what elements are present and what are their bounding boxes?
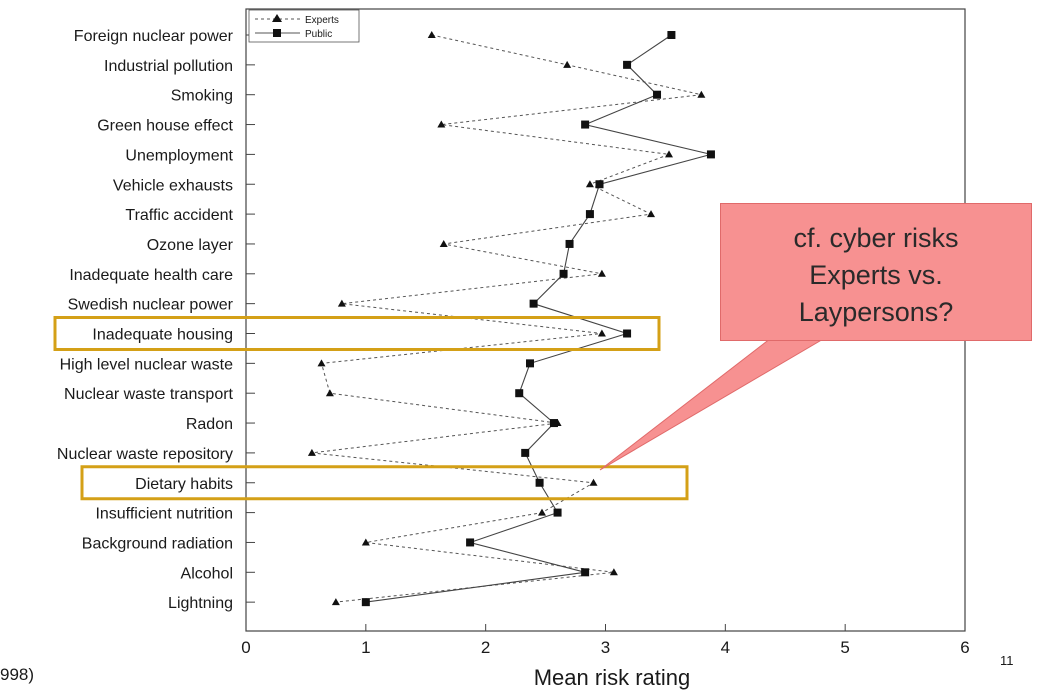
- point-public: [361, 598, 370, 607]
- point-public: [667, 31, 676, 39]
- point-public: [549, 419, 558, 428]
- category-axis-ticks: [246, 34, 255, 603]
- point-public: [515, 389, 524, 398]
- point-public: [466, 538, 475, 547]
- callout-box: cf. cyber risks Experts vs. Laypersons?: [720, 203, 1032, 341]
- point-public: [623, 329, 632, 338]
- category-label-traffic-accident: Traffic accident: [125, 207, 233, 224]
- point-experts: [647, 210, 656, 218]
- point-public: [653, 90, 662, 99]
- point-experts: [427, 31, 436, 38]
- category-label-high-level-nuclear-waste: High level nuclear waste: [60, 356, 234, 373]
- category-label-alcohol: Alcohol: [181, 565, 233, 582]
- x-tick-label: 6: [960, 638, 969, 657]
- point-experts: [337, 299, 346, 307]
- point-public: [706, 150, 715, 159]
- category-label-ozone-layer: Ozone layer: [147, 237, 234, 254]
- point-experts: [307, 448, 316, 456]
- point-experts: [609, 568, 618, 576]
- point-public: [553, 508, 562, 517]
- point-experts: [361, 538, 370, 546]
- x-tick-label: 4: [721, 638, 730, 657]
- category-label-inadequate-health-care: Inadequate health care: [69, 267, 233, 284]
- point-experts: [589, 478, 598, 486]
- x-tick-label: 0: [241, 638, 250, 657]
- x-tick-labels: 0 1 2 3 4 5 6: [241, 638, 969, 657]
- category-labels: Foreign nuclear power Industrial pollutio…: [57, 28, 234, 612]
- point-public: [521, 448, 530, 457]
- category-label-smoking: Smoking: [171, 88, 233, 105]
- callout-line-3: Laypersons?: [798, 297, 954, 327]
- highlight-box-dietary-habits: [80, 465, 689, 501]
- series-line-experts: [311, 34, 702, 603]
- category-label-dietary-habits: Dietary habits: [135, 476, 233, 493]
- point-public: [559, 269, 568, 278]
- category-label-green-house-effect: Green house effect: [97, 118, 233, 135]
- point-public: [526, 359, 535, 368]
- point-experts: [597, 269, 606, 277]
- point-public: [529, 299, 538, 308]
- point-public: [595, 180, 604, 189]
- category-label-industrial-pollution: Industrial pollution: [104, 58, 233, 75]
- category-label-swedish-nuclear-power: Swedish nuclear power: [68, 297, 234, 314]
- point-experts: [325, 389, 334, 397]
- category-label-background-radiation: Background radiation: [82, 535, 233, 552]
- category-label-foreign-nuclear-power: Foreign nuclear power: [74, 28, 234, 45]
- legend-experts-marker: [272, 14, 282, 22]
- category-label-inadequate-housing: Inadequate housing: [92, 327, 233, 344]
- legend-public-label: Public: [305, 29, 332, 40]
- point-public: [565, 239, 574, 248]
- point-experts: [597, 329, 606, 337]
- chart-legend: Experts Public: [248, 9, 360, 43]
- callout-line-1: cf. cyber risks: [793, 223, 959, 253]
- point-public: [623, 60, 632, 69]
- category-label-nuclear-waste-repository: Nuclear waste repository: [57, 446, 233, 463]
- x-tick-label: 3: [601, 638, 610, 657]
- highlight-box-inadequate-housing: [53, 316, 661, 351]
- point-experts: [439, 239, 448, 247]
- source-fragment: 998): [0, 665, 34, 684]
- category-label-unemployment: Unemployment: [125, 147, 233, 164]
- legend-public-marker: [273, 29, 281, 37]
- point-experts: [697, 90, 706, 98]
- x-axis-label: Mean risk rating: [534, 665, 691, 690]
- x-tick-label: 2: [481, 638, 490, 657]
- page-number: 11: [1000, 653, 1014, 668]
- point-experts: [665, 150, 674, 158]
- category-label-radon: Radon: [186, 416, 233, 433]
- point-experts: [317, 359, 326, 367]
- point-experts: [331, 598, 340, 606]
- point-experts: [537, 508, 546, 516]
- point-public: [581, 120, 590, 129]
- legend-box: [248, 9, 360, 43]
- category-label-insufficient-nutrition: Insufficient nutrition: [95, 506, 233, 523]
- x-tick-label: 1: [361, 638, 370, 657]
- category-label-nuclear-waste-transport: Nuclear waste transport: [64, 386, 234, 403]
- point-experts: [563, 60, 572, 68]
- x-axis-ticks: [245, 624, 966, 631]
- legend-experts-label: Experts: [305, 15, 339, 26]
- category-label-lightning: Lightning: [168, 595, 233, 612]
- point-public: [585, 210, 594, 219]
- point-public: [535, 478, 544, 487]
- callout-pointer: [599, 334, 832, 471]
- point-experts: [585, 180, 594, 188]
- highlight-boxes: [53, 316, 689, 501]
- point-public: [581, 568, 590, 577]
- point-experts: [437, 120, 446, 128]
- x-tick-label: 5: [840, 638, 849, 657]
- category-label-vehicle-exhausts: Vehicle exhausts: [113, 177, 233, 194]
- callout-line-2: Experts vs.: [809, 260, 943, 290]
